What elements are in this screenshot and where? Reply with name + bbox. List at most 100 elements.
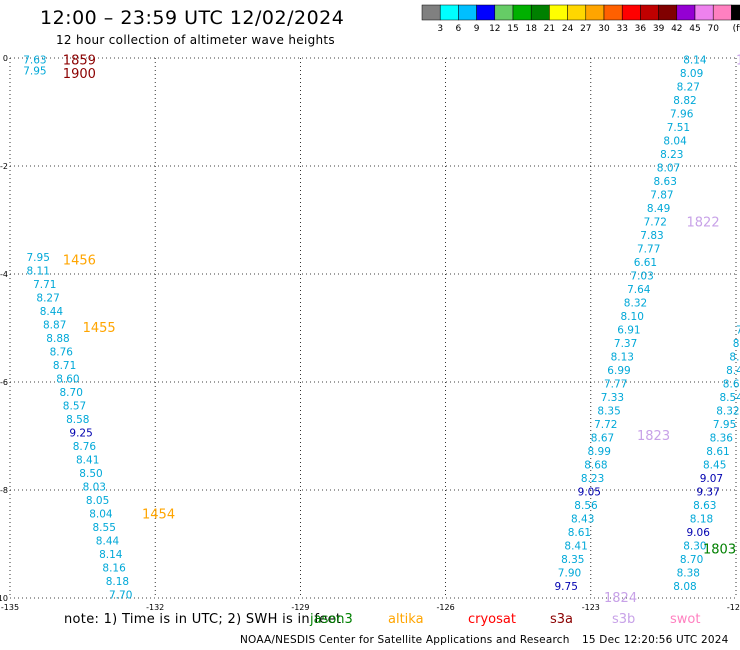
swh-value: 7.70 (109, 589, 132, 601)
swh-value: 8.76 (73, 441, 97, 453)
swh-value: 9.06 (687, 527, 711, 539)
swh-value: 8.07 (657, 163, 680, 175)
footer-credit: NOAA/NESDIS Center for Satellite Applica… (240, 634, 570, 646)
colorbar-label: 12 (489, 24, 500, 34)
swh-value: 8.82 (673, 95, 696, 107)
colorbar-label: 15 (507, 24, 518, 34)
swh-value: 8.58 (66, 414, 89, 426)
swh-value: 8.00 (729, 352, 740, 364)
swh-value: 8.55 (93, 522, 116, 534)
swh-value: 7.63 (23, 55, 46, 67)
swh-value: 7.64 (627, 284, 651, 296)
time-label: 1822 (687, 216, 720, 231)
legend-item-jason3: jason3 (310, 612, 353, 627)
swh-value: 8.36 (710, 433, 734, 445)
swh-value: 7.51 (667, 122, 690, 134)
swh-value: 9.75 (555, 581, 578, 593)
colorbar-label: 33 (616, 24, 627, 34)
swh-value: 8.04 (663, 136, 687, 148)
swh-value: 7.77 (604, 379, 627, 391)
swh-value: 8.14 (683, 55, 707, 67)
satellite-legend: jason3 altika cryosat s3a s3b swot (310, 612, 740, 630)
swh-value: 8.61 (706, 446, 729, 458)
swh-value: 8.44 (96, 535, 120, 547)
swh-value: 7.95 (713, 419, 736, 431)
legend-item-altika: altika (388, 612, 424, 627)
swh-value: 8.99 (588, 446, 611, 458)
swh-value: 8.49 (647, 203, 670, 215)
y-tick-label: -8 (0, 486, 8, 495)
swh-value: 8.61 (568, 527, 591, 539)
swh-value: 8.67 (591, 433, 614, 445)
legend-item-cryosat: cryosat (468, 612, 516, 627)
chart-title: 12:00 – 23:59 UTC 12/02/2024 (40, 7, 345, 29)
time-label: 1803 (703, 542, 736, 557)
swh-value: 8.32 (716, 406, 739, 418)
x-tick-label: -132 (146, 603, 164, 610)
swh-value: 7.72 (594, 419, 617, 431)
swh-value: 6.99 (607, 365, 630, 377)
swh-value: 8.71 (53, 360, 76, 372)
time-label: 1455 (83, 321, 116, 336)
swh-value: 8.63 (654, 176, 677, 188)
swh-value: 8.41 (564, 541, 587, 553)
swh-value: 8.27 (36, 292, 59, 304)
swh-value: 8.35 (597, 406, 620, 418)
swh-value: 8.05 (86, 495, 109, 507)
swh-value: 8.76 (50, 346, 74, 358)
swh-value: 7.71 (33, 279, 56, 291)
time-label: 1824 (604, 591, 637, 606)
swh-value: 8.03 (83, 481, 106, 493)
swh-value: 8.38 (677, 568, 700, 580)
swh-value: 7.96 (670, 109, 694, 121)
swh-value: 8.41 (76, 454, 99, 466)
chart-subtitle: 12 hour collection of altimeter wave hei… (56, 33, 335, 47)
swh-value: 8.44 (40, 306, 64, 318)
legend-item-swot: swot (670, 612, 701, 627)
swh-value: 8.08 (673, 581, 696, 593)
swh-value: 8.60 (56, 373, 79, 385)
x-tick-label: -126 (437, 603, 455, 610)
swh-value: 7.37 (614, 338, 637, 350)
swh-value: 7.77 (637, 244, 660, 256)
swh-value: 8.70 (680, 554, 703, 566)
colorbar-label: 30 (598, 24, 610, 34)
swh-value: 7.33 (601, 392, 624, 404)
swh-value: 8.30 (683, 541, 706, 553)
swh-value: 7.95 (23, 66, 46, 78)
x-tick-label: -123 (582, 603, 600, 610)
swh-value: 7.01 (736, 325, 740, 337)
swh-value: 8.68 (584, 460, 607, 472)
y-tick-label: -10 (0, 594, 8, 603)
colorbar-label: 39 (653, 24, 665, 34)
swh-value: 8.45 (703, 460, 726, 472)
colorbar-unit: (ft) (733, 24, 740, 34)
legend-item-s3b: s3b (612, 612, 636, 627)
swh-value: 8.18 (690, 514, 713, 526)
swh-value: 7.95 (27, 252, 50, 264)
swh-value: 9.05 (578, 487, 601, 499)
swh-value: 8.43 (571, 514, 594, 526)
colorbar-label: 27 (580, 24, 591, 34)
swh-value: 8.50 (79, 468, 102, 480)
swh-value: 8.35 (561, 554, 584, 566)
time-label: 1456 (63, 254, 96, 269)
swh-value: 7.90 (558, 568, 581, 580)
colorbar-swatch (731, 4, 740, 21)
swh-value: 7.83 (640, 230, 663, 242)
colorbar-label: 24 (562, 24, 574, 34)
swh-value: 8.11 (27, 265, 50, 277)
y-tick-label: -2 (0, 162, 8, 171)
swh-value: 8.57 (63, 400, 86, 412)
swh-value: 6.61 (634, 257, 657, 269)
colorbar-label: 45 (689, 24, 700, 34)
swh-value: 8.18 (106, 576, 129, 588)
swh-value: 8.61 (723, 379, 740, 391)
colorbar-label: 70 (707, 24, 719, 34)
swh-value: 9.37 (696, 487, 719, 499)
swh-value: 7.03 (630, 271, 653, 283)
swh-value: 8.70 (60, 387, 83, 399)
swh-value: 8.23 (581, 473, 604, 485)
swh-value: 7.87 (650, 190, 673, 202)
